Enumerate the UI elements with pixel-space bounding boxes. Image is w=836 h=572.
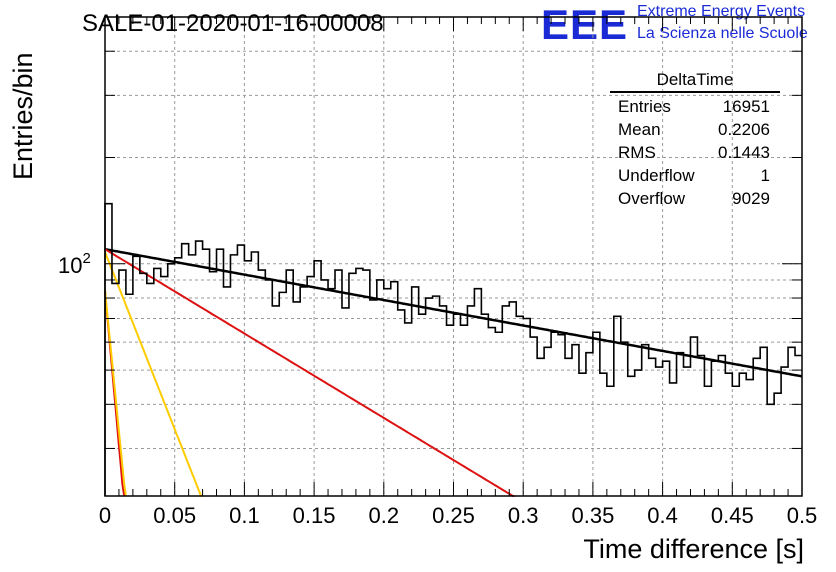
x-tick-label: 0.15	[293, 503, 336, 528]
x-tick-label: 0.5	[787, 503, 818, 528]
fit-curves	[104, 247, 803, 497]
stats-label: RMS	[618, 143, 656, 162]
stats-rows: Entries 16951 Mean 0.2206 RMS 0.1443 Underflow…	[610, 95, 780, 210]
x-tick-labels: 0 0.05 0.1 0.15 0.2 0.25 0.3 0.35 0.4 0.45 0.5	[99, 503, 817, 528]
stats-row: Underflow 1	[610, 164, 780, 187]
plot-title: SALE-01-2020-01-16-00008	[82, 10, 384, 37]
x-tick-label: 0.25	[432, 503, 475, 528]
fit-curve-fast_yellow	[104, 290, 127, 497]
stats-value: 9029	[732, 189, 770, 208]
x-tick-label: 0.05	[153, 503, 196, 528]
stats-value: 0.1443	[718, 143, 770, 162]
stats-box-name: DeltaTime	[610, 70, 780, 93]
fit-curve-total	[104, 247, 803, 378]
stats-label: Entries	[618, 97, 671, 116]
x-tick-label: 0.3	[508, 503, 539, 528]
stats-value: 1	[760, 166, 770, 185]
stats-value: 16951	[722, 97, 770, 116]
x-tick-label: 0	[99, 503, 111, 528]
fit-curve-mid	[104, 251, 203, 497]
stats-row: RMS 0.1443	[610, 141, 780, 164]
histogram-line	[104, 202, 802, 496]
x-tick-label: 0.1	[229, 503, 260, 528]
stats-label: Underflow	[618, 166, 695, 185]
y-tick-label: 102	[58, 250, 91, 278]
y-axis-label: Entries/bin	[8, 52, 38, 180]
stats-label: Overflow	[618, 189, 686, 208]
histogram-steps	[104, 202, 802, 496]
x-axis-label: Time difference [s]	[583, 534, 804, 564]
fit-curve-slow	[104, 248, 515, 497]
eee-logo: EEE	[541, 1, 629, 48]
stats-value: 0.2206	[718, 120, 770, 139]
stats-box: DeltaTime Entries 16951 Mean 0.2206 RMS 0.144…	[610, 70, 780, 210]
x-tick-label: 0.2	[369, 503, 400, 528]
x-tick-label: 0.35	[571, 503, 614, 528]
logo-subtitle-2: La Scienza nelle Scuole	[637, 25, 808, 42]
stats-label: Mean	[618, 120, 661, 139]
x-tick-label: 0.4	[647, 503, 678, 528]
x-tick-label: 0.45	[711, 503, 754, 528]
stats-row: Mean 0.2206	[610, 118, 780, 141]
axis-ticks	[104, 16, 803, 496]
stats-row: Entries 16951	[610, 95, 780, 118]
grid-lines	[105, 17, 802, 496]
logo-subtitle-1: Extreme Energy Events	[637, 3, 806, 20]
stats-row: Overflow 9029	[610, 187, 780, 210]
y-tick-labels: 102	[58, 250, 91, 278]
